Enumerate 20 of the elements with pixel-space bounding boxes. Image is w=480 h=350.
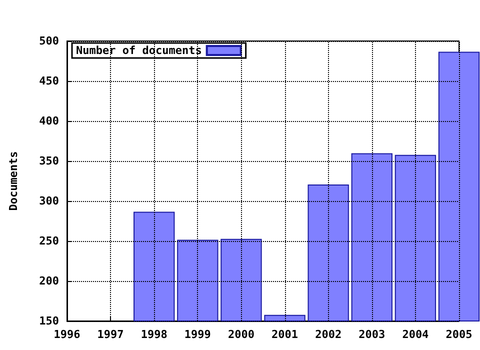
- x-tick-label: 2004: [402, 328, 430, 341]
- x-tick-label: 1997: [97, 328, 124, 341]
- x-tick-label: 1998: [140, 328, 168, 341]
- y-tick-label: 150: [39, 314, 59, 328]
- y-tick-label: 500: [39, 34, 59, 48]
- y-tick-label: 200: [39, 274, 59, 288]
- x-tick-label: 1999: [184, 328, 211, 341]
- legend-label: Number of documents: [76, 44, 202, 57]
- y-axis-title: Documents: [7, 151, 20, 211]
- y-tick-label: 350: [39, 154, 59, 168]
- y-tick-label: 250: [39, 234, 59, 248]
- y-tick-label: 300: [39, 194, 59, 208]
- y-tick-label: 400: [39, 114, 59, 128]
- x-tick-label: 2000: [228, 328, 254, 341]
- x-tick-label: 2001: [272, 328, 298, 341]
- x-tick-label: 2005: [446, 328, 472, 341]
- y-tick-label: 450: [39, 74, 59, 88]
- x-tick-label: 2003: [358, 328, 386, 341]
- x-tick-label: 1996: [54, 328, 81, 341]
- x-tick-label: 2002: [315, 328, 342, 341]
